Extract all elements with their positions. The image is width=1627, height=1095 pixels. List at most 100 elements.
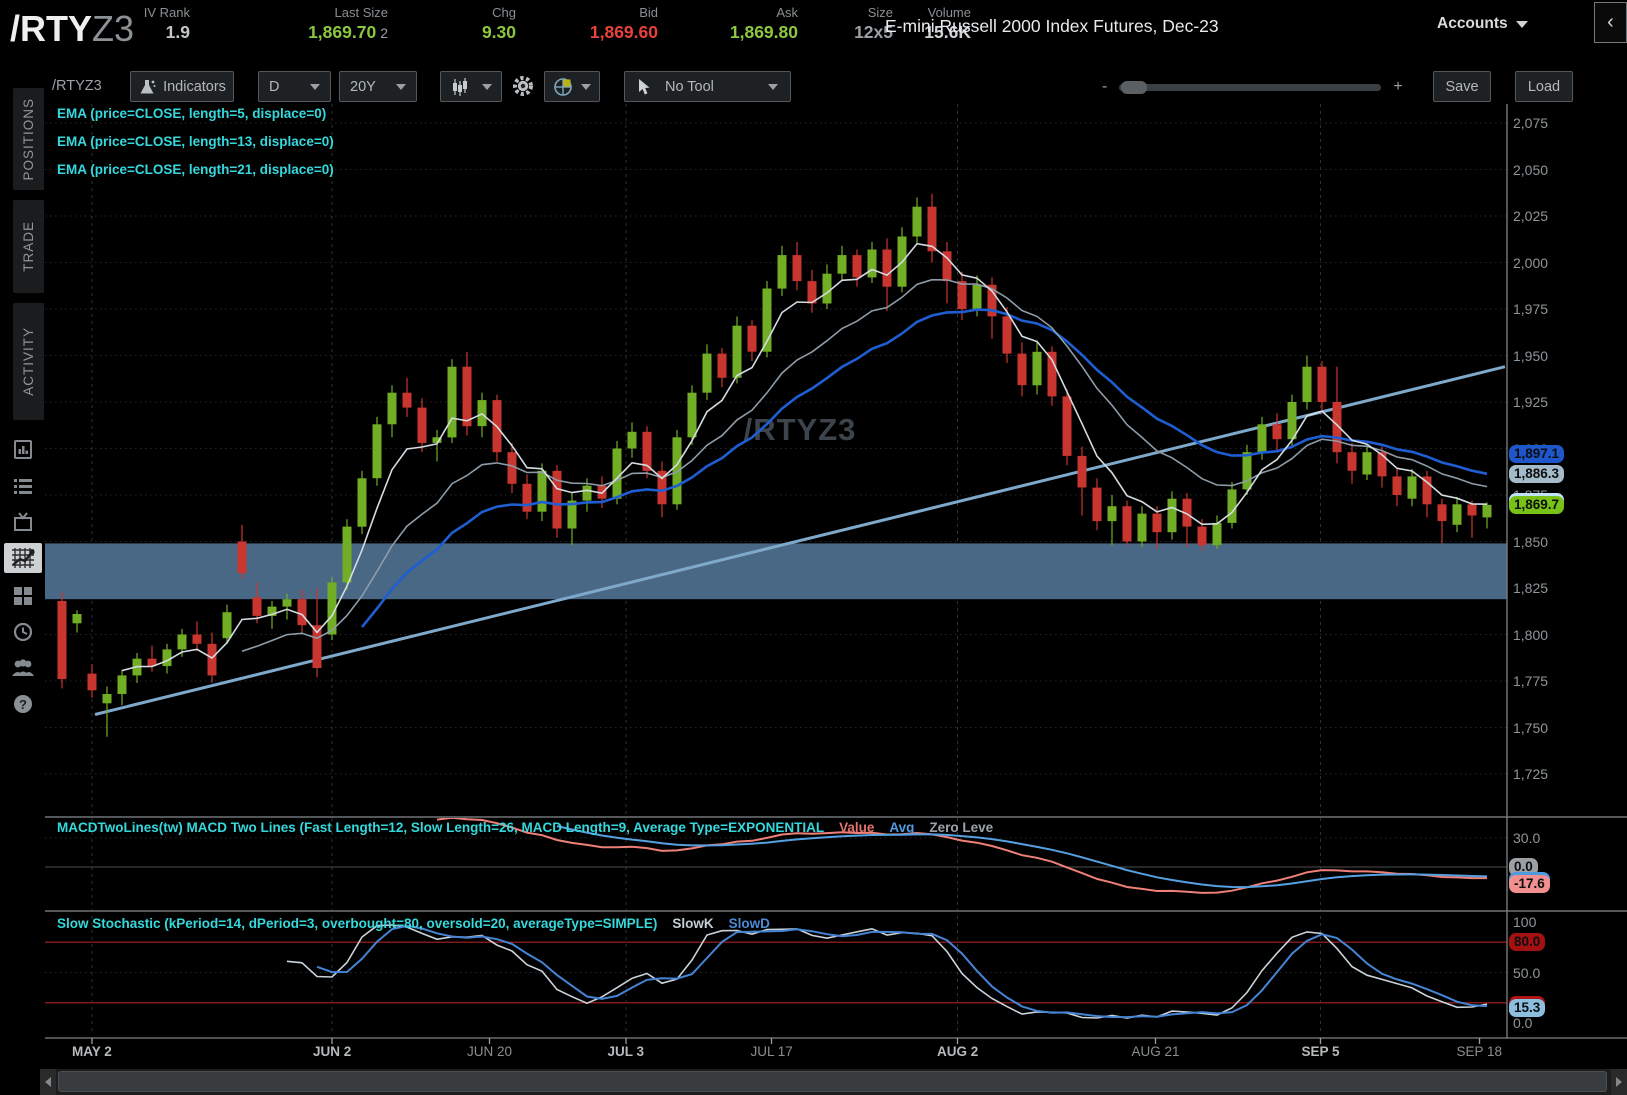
list-icon[interactable] bbox=[8, 473, 38, 501]
macd-tick: 30.0 bbox=[1513, 829, 1541, 846]
chart-settings-button[interactable] bbox=[510, 73, 536, 104]
price-tick: 1,825 bbox=[1513, 580, 1549, 596]
sidebar-tab-trade[interactable]: TRADE bbox=[13, 200, 44, 293]
flask-icon bbox=[140, 79, 156, 93]
stat-label: IV Rank bbox=[143, 5, 190, 20]
stoch-study-label[interactable]: Slow Stochastic (kPeriod=14, dPeriod=3, … bbox=[57, 916, 770, 931]
chart-icon[interactable] bbox=[4, 543, 42, 573]
stoch-slowk-line[interactable] bbox=[286, 924, 1488, 1019]
stat-label: Bid bbox=[639, 5, 658, 20]
zoom-slider-track[interactable] bbox=[1119, 80, 1382, 94]
macd-study-label[interactable]: MACDTwoLines(tw) MACD Two Lines (Fast Le… bbox=[57, 820, 994, 835]
stoch-slowd-line[interactable] bbox=[316, 924, 1488, 1019]
macd-avg-line[interactable] bbox=[556, 825, 1488, 889]
x-axis-label: JUL 3 bbox=[607, 1044, 645, 1059]
tv-icon[interactable] bbox=[8, 508, 38, 536]
load-button[interactable]: Load bbox=[1515, 71, 1573, 102]
accounts-menu[interactable]: Accounts bbox=[1437, 15, 1528, 33]
stoch-tick: 50.0 bbox=[1513, 964, 1541, 981]
time-range-dropdown[interactable]: 20Y bbox=[339, 71, 417, 102]
stat-value: 1,869.80 bbox=[729, 22, 798, 42]
stat-label: Last Size bbox=[334, 5, 388, 20]
chevron-down-icon bbox=[310, 83, 320, 90]
ema21-price-bubble: 1,897.1 bbox=[1509, 444, 1565, 463]
sidebar-tab-positions[interactable]: POSITIONS bbox=[13, 88, 44, 190]
symbol-root: /RTY bbox=[10, 8, 93, 49]
stat-label: Chg bbox=[492, 5, 516, 20]
chart-symbol-label: /RTYZ3 bbox=[52, 78, 102, 94]
candlestick-icon bbox=[453, 77, 467, 96]
zoom-slider[interactable]: - + bbox=[1102, 78, 1403, 96]
help-icon[interactable]: ? bbox=[8, 690, 38, 718]
sidebar-tab-activity[interactable]: ACTIVITY bbox=[13, 303, 44, 420]
macd-zero-bubble: 0.0 bbox=[1509, 858, 1538, 876]
scroll-right-button[interactable] bbox=[1611, 1069, 1627, 1095]
stat-label: Ask bbox=[776, 5, 798, 20]
stat-last-size: Last Size 1,869.70 2 bbox=[190, 4, 388, 45]
stat-label: Volume bbox=[927, 5, 971, 20]
price-tick: 2,050 bbox=[1513, 161, 1549, 178]
indicators-button[interactable]: Indicators bbox=[130, 71, 234, 102]
x-axis-label: MAY 2 bbox=[72, 1044, 112, 1059]
zoom-slider-handle[interactable] bbox=[1121, 80, 1148, 94]
chart-type-dropdown[interactable] bbox=[440, 71, 502, 102]
macd-value-bubble: -17.6 bbox=[1509, 875, 1550, 894]
legend-avg: Avg bbox=[889, 820, 915, 835]
chevron-down-icon bbox=[581, 83, 591, 90]
price-tick: 2,000 bbox=[1513, 254, 1549, 271]
stoch-overbought-bubble: 80.0 bbox=[1509, 933, 1546, 952]
report-icon[interactable] bbox=[8, 436, 38, 464]
chevron-down-icon bbox=[768, 83, 778, 90]
stoch-tick: 0.0 bbox=[1513, 1015, 1533, 1031]
scroll-left-button[interactable] bbox=[40, 1069, 56, 1095]
flexible-grid-icon bbox=[554, 77, 572, 96]
x-axis-label: JUN 2 bbox=[313, 1044, 352, 1059]
ema13-line[interactable] bbox=[241, 278, 1488, 652]
grid-layout-dropdown[interactable] bbox=[544, 71, 600, 102]
ema21-line[interactable] bbox=[360, 308, 1488, 628]
zoom-in-label[interactable]: + bbox=[1393, 78, 1403, 95]
chevron-left-icon: ‹ bbox=[1607, 11, 1614, 33]
x-axis-label: JUL 17 bbox=[750, 1044, 793, 1059]
symbol-expiry: Z3 bbox=[92, 8, 135, 49]
candlestick-series[interactable] bbox=[57, 193, 1492, 737]
stat-chg: Chg 9.30 bbox=[388, 4, 516, 45]
left-sidebar: POSITIONS TRADE ACTIVITY ? bbox=[0, 60, 44, 1095]
stat-bid: Bid 1,869.60 bbox=[516, 4, 658, 45]
save-button[interactable]: Save bbox=[1433, 71, 1491, 102]
scrollbar-thumb[interactable] bbox=[58, 1071, 1607, 1092]
x-axis-label: SEP 18 bbox=[1456, 1044, 1503, 1059]
legend-slowk: SlowK bbox=[672, 916, 714, 931]
grid-icon[interactable] bbox=[8, 582, 38, 610]
zoom-out-label[interactable]: - bbox=[1102, 78, 1108, 95]
stoch-value-bubble: 15.3 bbox=[1509, 998, 1546, 1017]
quote-header: /RTYZ3 IV Rank 1.9 Last Size 1,869.70 2 Chg 9.… bbox=[0, 0, 1627, 60]
arrow-left-icon bbox=[45, 1077, 51, 1087]
drawing-tool-dropdown[interactable]: No Tool bbox=[624, 71, 791, 102]
history-icon[interactable] bbox=[8, 618, 38, 646]
people-icon[interactable] bbox=[8, 654, 38, 682]
collapse-panel-button[interactable]: ‹ bbox=[1594, 2, 1627, 43]
legend-value: Value bbox=[839, 820, 875, 835]
stat-ask: Ask 1,869.80 bbox=[658, 4, 798, 45]
macd-value-line[interactable] bbox=[436, 816, 1487, 894]
stat-value: 12x5 bbox=[854, 22, 893, 42]
trendline[interactable] bbox=[94, 365, 1506, 716]
support-zone-band[interactable] bbox=[45, 543, 1507, 600]
last-price-bubble: 1,869.7 bbox=[1509, 495, 1565, 514]
arrow-right-icon bbox=[1616, 1077, 1622, 1087]
ema-label-0[interactable]: EMA (price=CLOSE, length=5, displace=0) bbox=[57, 106, 327, 121]
stat-suffix: 2 bbox=[380, 25, 388, 41]
ema5-line[interactable] bbox=[121, 242, 1488, 672]
ema13-price-bubble: 1,886.3 bbox=[1509, 464, 1565, 483]
legend-slowd: SlowD bbox=[728, 916, 770, 931]
stat-value: 9.30 bbox=[481, 22, 516, 42]
horizontal-scrollbar[interactable] bbox=[40, 1069, 1627, 1095]
ema-label-1[interactable]: EMA (price=CLOSE, length=13, displace=0) bbox=[57, 134, 334, 149]
price-tick: 1,750 bbox=[1513, 719, 1549, 736]
ema-label-2[interactable]: EMA (price=CLOSE, length=21, displace=0) bbox=[57, 162, 334, 177]
aggregation-period-dropdown[interactable]: D bbox=[258, 71, 331, 102]
chevron-down-icon bbox=[396, 83, 406, 90]
